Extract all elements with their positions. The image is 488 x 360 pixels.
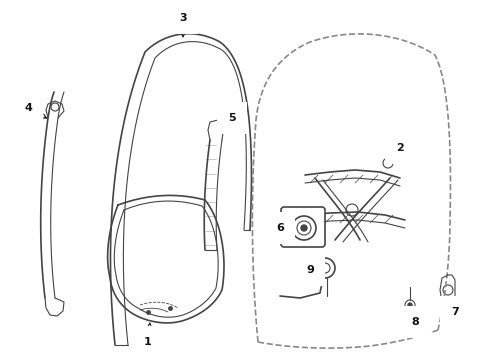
Text: 9: 9 [305,265,318,275]
Text: 1: 1 [144,323,152,347]
Text: 4: 4 [24,103,46,118]
FancyBboxPatch shape [281,207,325,247]
Text: 8: 8 [410,314,418,327]
Circle shape [407,303,411,307]
Text: 5: 5 [222,113,235,127]
Circle shape [301,225,306,231]
Text: 6: 6 [276,223,290,233]
Text: 2: 2 [391,143,403,160]
Text: 7: 7 [449,301,458,317]
Text: 3: 3 [179,13,186,37]
